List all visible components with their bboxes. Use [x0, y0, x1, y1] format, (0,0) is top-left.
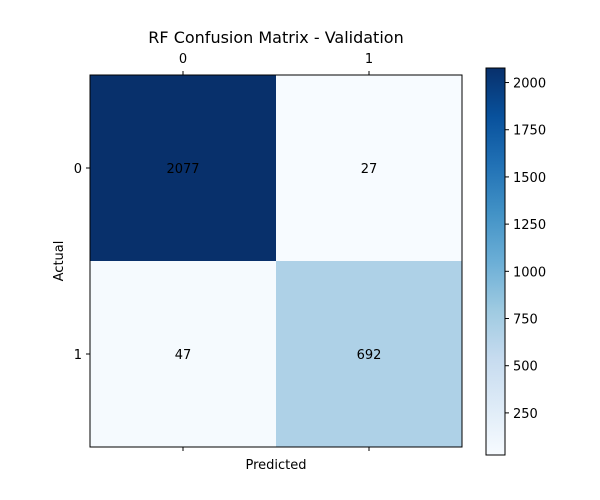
- colorbar-tick-label: 750: [513, 313, 538, 328]
- y-tick-label: 0: [74, 162, 82, 177]
- matrix-cell-0-0: [90, 75, 276, 261]
- cell-value-label-1-1: 692: [357, 348, 382, 363]
- colorbar-tick-label: 250: [513, 407, 538, 422]
- colorbar-tick-label: 1250: [513, 218, 546, 233]
- cell-value-label-0-1: 27: [361, 162, 378, 177]
- chart-title: RF Confusion Matrix - Validation: [148, 28, 403, 47]
- colorbar: [486, 68, 505, 455]
- x-tick-label: 0: [179, 52, 187, 67]
- y-axis-ticks: 01: [74, 162, 90, 363]
- colorbar-frame: [485, 67, 506, 456]
- colorbar-tick-label: 500: [513, 360, 538, 375]
- matrix-cells: [90, 75, 462, 447]
- cell-value-label-0-0: 2077: [166, 162, 199, 177]
- colorbar-tick-label: 2000: [513, 77, 546, 92]
- colorbar-tick-label: 1000: [513, 265, 546, 280]
- x-axis-label: Predicted: [245, 458, 306, 473]
- matrix-cell-1-1: [276, 261, 462, 447]
- matrix-cell-1-0: [90, 261, 276, 447]
- y-tick-label: 1: [74, 348, 82, 363]
- matrix-cell-0-1: [276, 75, 462, 261]
- colorbar-ticks: 250 500 750 1000 1250 1500 1750 2000: [505, 77, 546, 422]
- colorbar-tick-label: 1750: [513, 124, 546, 139]
- plot-frame: [89, 74, 463, 448]
- colorbar-tick-label: 1500: [513, 171, 546, 186]
- y-axis-label: Actual: [52, 241, 67, 282]
- x-tick-label: 1: [365, 52, 373, 67]
- matrix-cell-labels: 2077 27 47 692: [166, 162, 381, 363]
- cell-value-label-1-0: 47: [175, 348, 192, 363]
